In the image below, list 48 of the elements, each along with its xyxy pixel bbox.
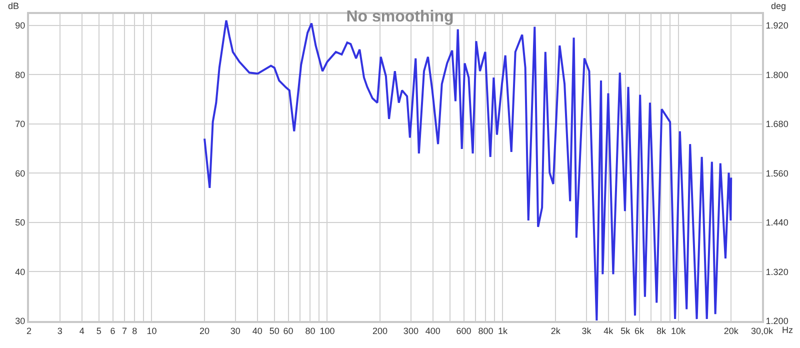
y-tick-label: 60 [15, 168, 26, 178]
y2-tick-label: 1.800 [766, 70, 788, 80]
x-tick-label: 6 [110, 326, 116, 336]
y2-tick-label: 1.920 [766, 20, 788, 31]
y-tick-label: 50 [15, 218, 26, 228]
y2-tick-label: 1.680 [766, 119, 788, 130]
x-tick-label: 10k [670, 326, 686, 336]
x-tick-label: 20 [200, 326, 210, 336]
y-tick-label: 40 [15, 266, 26, 277]
x-tick-label: 100 [320, 326, 335, 336]
x-tick-label: 50 [269, 326, 280, 336]
x-tick-label: 400 [425, 326, 440, 336]
y2-tick-label: 1.440 [766, 218, 788, 228]
x-tick-label: 2 [26, 326, 32, 336]
y-tick-label: 90 [15, 20, 26, 30]
x-tick-label: 3 [57, 326, 62, 336]
y-tick-label: 80 [15, 70, 26, 80]
x-tick-label: 6k [634, 326, 645, 336]
y2-tick-label: 1.320 [766, 266, 788, 277]
x-tick-label: 1k [498, 326, 508, 336]
x-tick-label: 5k [620, 326, 631, 336]
x-tick-label: 30 [230, 326, 240, 336]
x-tick-label: 10 [146, 326, 157, 336]
x-tick-label: 800 [478, 326, 494, 336]
x-tick-label: 60 [283, 326, 294, 336]
x-tick-label: 80 [305, 326, 316, 336]
x-tick-label: 20k [724, 326, 739, 336]
x-tick-label: 300 [403, 326, 418, 336]
x-tick-label: 30,0k [750, 326, 774, 336]
x-axis-title: Hz [782, 325, 794, 335]
x-tick-label: 600 [456, 326, 472, 336]
y2-axis-title: deg [771, 1, 786, 11]
x-tick-label: 3k [582, 326, 592, 336]
y2-tick-label: 1.560 [766, 168, 788, 178]
x-tick-label: 4 [79, 326, 84, 336]
x-tick-label: 8k [656, 326, 666, 336]
x-tick-label: 8 [132, 326, 138, 336]
x-tick-label: 7 [122, 326, 128, 336]
x-tick-label: 40 [252, 326, 262, 336]
y2-tick-label: 1.200 [766, 316, 788, 326]
x-tick-label: 5 [96, 326, 102, 336]
y-axis-title: dB [8, 1, 20, 11]
x-tick-label: 200 [372, 326, 388, 336]
chart-title: No smoothing [346, 8, 454, 26]
y-tick-label: 30 [15, 316, 26, 326]
y-tick-label: 70 [15, 119, 26, 130]
x-tick-label: 2k [550, 326, 561, 336]
x-tick-label: 4k [604, 326, 614, 336]
